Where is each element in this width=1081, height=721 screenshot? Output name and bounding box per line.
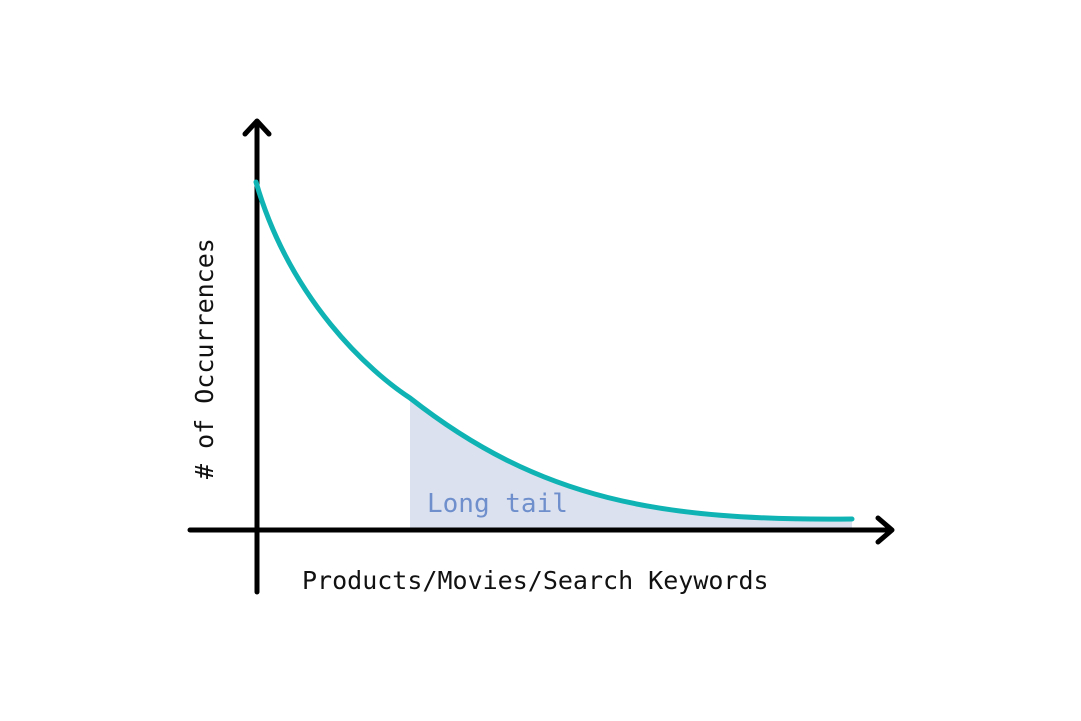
y-axis-arrow-icon bbox=[242, 118, 272, 137]
x-axis-arrow-icon bbox=[875, 515, 895, 545]
y-axis-label: # of Occurrences bbox=[190, 238, 219, 479]
distribution-curve bbox=[253, 179, 855, 522]
region-label: Long tail bbox=[427, 489, 568, 519]
long-tail-region bbox=[410, 398, 852, 529]
x-axis-label: Products/Movies/Search Keywords bbox=[302, 566, 769, 595]
